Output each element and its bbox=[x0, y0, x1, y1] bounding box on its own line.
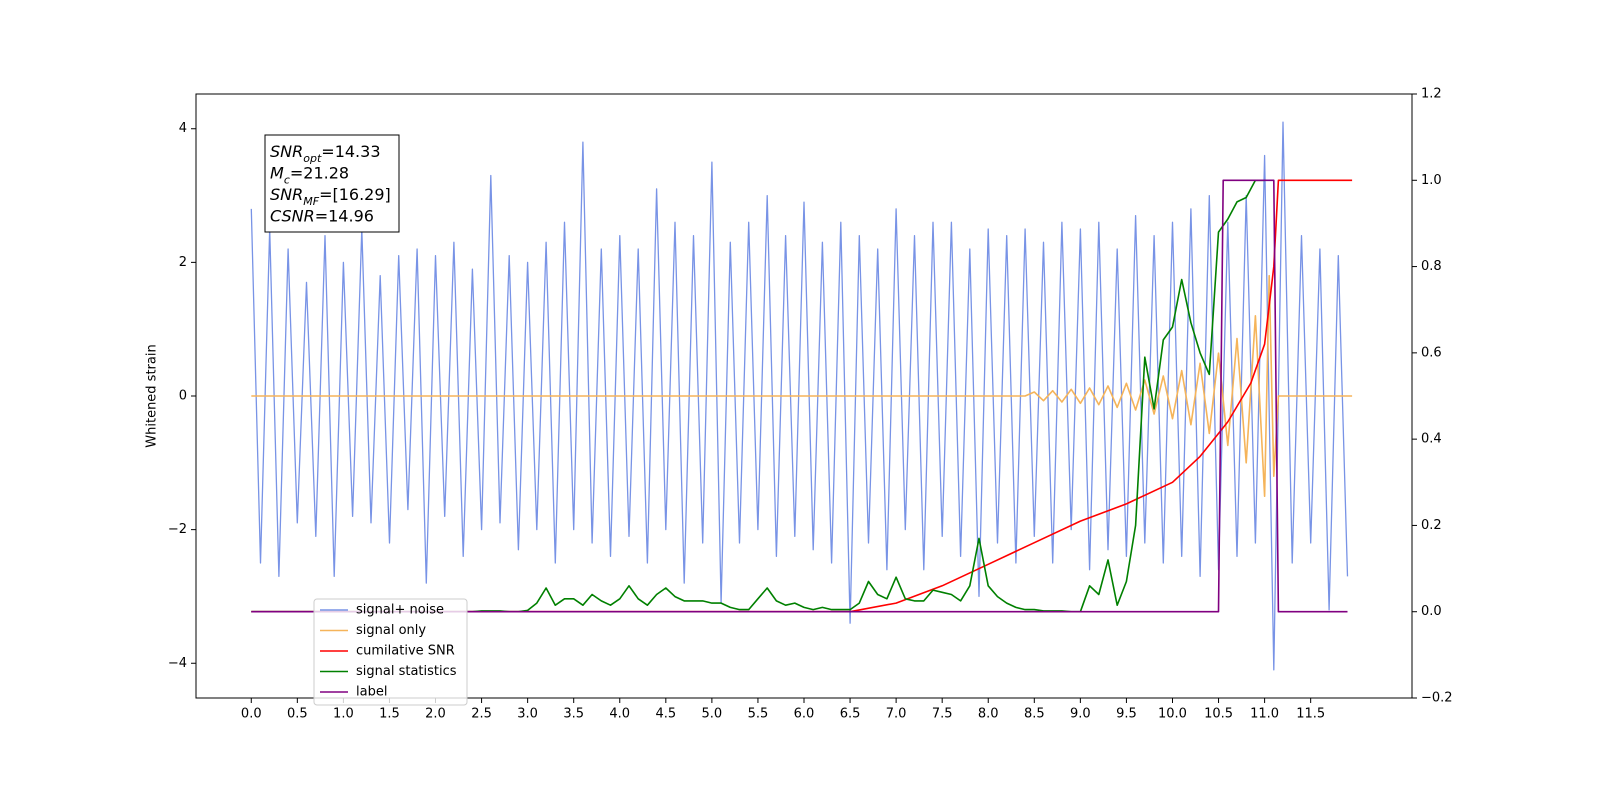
x-tick-label: 10.0 bbox=[1158, 707, 1187, 722]
y-tick-label: 4 bbox=[179, 121, 187, 136]
legend-label: signal only bbox=[356, 623, 426, 638]
y-tick-label: −4 bbox=[168, 656, 187, 671]
annotation-box bbox=[264, 134, 400, 233]
x-tick-label: 9.0 bbox=[1070, 707, 1091, 722]
x-tick-label: 2.0 bbox=[425, 707, 446, 722]
annotation-sub: MF bbox=[303, 195, 319, 208]
annotation: SNRopt=14.33 bbox=[270, 142, 381, 165]
x-tick-label: 11.5 bbox=[1296, 707, 1325, 722]
y2-tick-label: 0.0 bbox=[1421, 604, 1442, 619]
x-tick-label: 6.5 bbox=[840, 707, 861, 722]
x-tick-label: 7.5 bbox=[932, 707, 953, 722]
y-tick-label: 2 bbox=[179, 255, 187, 270]
x-tick-label: 8.0 bbox=[978, 707, 999, 722]
x-tick-label: 1.5 bbox=[379, 707, 400, 722]
y2-tick-label: −0.2 bbox=[1421, 691, 1453, 706]
x-tick-label: 5.5 bbox=[748, 707, 769, 722]
annotation-name: CSNR bbox=[270, 206, 315, 225]
annotation-name: SNR bbox=[270, 185, 303, 204]
x-tick-label: 5.0 bbox=[702, 707, 723, 722]
y2-tick-label: 1.0 bbox=[1421, 173, 1442, 188]
x-tick-label: 0.5 bbox=[287, 707, 308, 722]
annotation-sub: c bbox=[284, 173, 290, 186]
legend-label: signal+ noise bbox=[356, 603, 444, 618]
legend-label: signal statistics bbox=[356, 664, 457, 679]
x-tick-label: 10.5 bbox=[1204, 707, 1233, 722]
annotation-value: =21.28 bbox=[290, 163, 349, 182]
annotation-sub: opt bbox=[303, 152, 322, 165]
x-tick-label: 3.5 bbox=[563, 707, 584, 722]
annotation: Mc=21.28 bbox=[270, 163, 349, 186]
legend-label: cumilative SNR bbox=[356, 644, 455, 659]
x-tick-label: 6.0 bbox=[794, 707, 815, 722]
annotation-value: =[16.29] bbox=[319, 185, 391, 204]
y2-tick-label: 0.4 bbox=[1421, 432, 1442, 447]
series-line bbox=[251, 274, 1353, 497]
x-tick-label: 1.0 bbox=[333, 707, 354, 722]
x-tick-label: 7.0 bbox=[886, 707, 907, 722]
annotation-name: SNR bbox=[270, 142, 303, 161]
y2-tick-label: 0.8 bbox=[1421, 259, 1442, 274]
x-tick-label: 4.5 bbox=[655, 707, 676, 722]
x-tick-label: 11.0 bbox=[1250, 707, 1279, 722]
y2-tick-label: 0.6 bbox=[1421, 345, 1442, 360]
x-tick-label: 4.0 bbox=[609, 707, 630, 722]
x-tick-label: 9.5 bbox=[1116, 707, 1137, 722]
series-line bbox=[250, 121, 1349, 671]
y-tick-label: −2 bbox=[168, 522, 187, 537]
annotation-value: =14.33 bbox=[321, 142, 380, 161]
x-tick-label: 0.0 bbox=[241, 707, 262, 722]
x-tick-label: 8.5 bbox=[1024, 707, 1045, 722]
x-tick-label: 2.5 bbox=[471, 707, 492, 722]
y2-tick-label: 1.2 bbox=[1421, 87, 1442, 102]
annotation: SNRMF=[16.29] bbox=[270, 185, 391, 208]
series-line bbox=[251, 179, 1348, 613]
annotation-value: =14.96 bbox=[315, 206, 374, 225]
annotation-name: M bbox=[270, 163, 284, 182]
x-tick-label: 3.0 bbox=[517, 707, 538, 722]
y2-tick-label: 0.2 bbox=[1421, 518, 1442, 533]
annotation: CSNR=14.96 bbox=[270, 206, 374, 225]
y-axis-label: Whitened strain bbox=[145, 344, 160, 447]
legend-label: label bbox=[356, 685, 387, 700]
y-tick-label: 0 bbox=[179, 389, 187, 404]
series-line bbox=[251, 179, 1353, 613]
legend-box bbox=[313, 598, 468, 706]
